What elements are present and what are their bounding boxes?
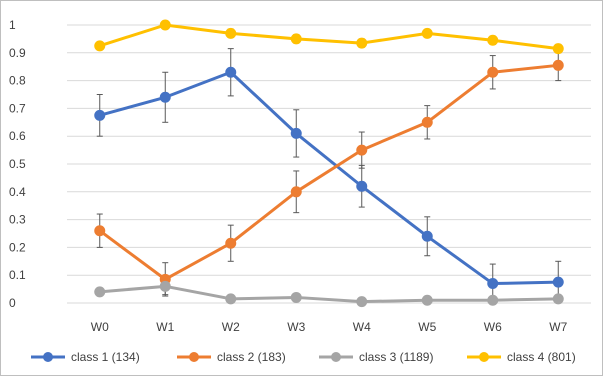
data-point: [552, 43, 564, 55]
data-point: [159, 91, 171, 103]
data-point: [290, 33, 302, 45]
error-bars: [96, 23, 562, 304]
y-tick-label: 0.8: [9, 74, 26, 88]
x-tick-label: W6: [484, 320, 502, 334]
data-point: [159, 280, 171, 292]
legend-label: class 4 (801): [507, 350, 576, 364]
data-point: [552, 59, 564, 71]
data-point: [487, 294, 499, 306]
legend-swatch-marker: [331, 352, 341, 362]
x-tick-label: W7: [549, 320, 567, 334]
data-point: [290, 127, 302, 139]
y-tick-label: 1: [9, 18, 16, 32]
data-point: [421, 230, 433, 242]
data-point: [487, 66, 499, 78]
x-tick-label: W3: [287, 320, 305, 334]
data-point: [356, 180, 368, 192]
y-tick-label: 0.1: [9, 268, 26, 282]
series-line: [98, 23, 560, 51]
legend-label: class 3 (1189): [359, 350, 433, 364]
y-tick-label: 0.5: [9, 157, 26, 171]
legend-item: class 1 (134): [31, 350, 140, 364]
data-point: [225, 27, 237, 39]
data-point: [552, 293, 564, 305]
x-tick-label: W2: [222, 320, 240, 334]
y-tick-label: 0.9: [9, 46, 26, 60]
data-point: [356, 296, 368, 308]
gridlines: [67, 24, 591, 304]
data-point: [487, 34, 499, 46]
x-tick-label: W5: [418, 320, 436, 334]
legend-label: class 1 (134): [71, 350, 140, 364]
legend-swatch-marker: [189, 352, 199, 362]
data-series: [94, 19, 564, 308]
data-point: [552, 276, 564, 288]
data-point: [94, 225, 106, 237]
data-point: [225, 293, 237, 305]
data-point: [94, 40, 106, 52]
series-line: [98, 63, 560, 281]
legend-swatch-marker: [43, 352, 53, 362]
data-point: [290, 291, 302, 303]
data-point: [225, 237, 237, 249]
y-tick-label: 0.6: [9, 129, 26, 143]
axes: 0 0.1 0.2 0.3 0.4 0.5 0.6 0.7 0.8 0.9 1 W0 W1 W2 W3 W4 W…: [9, 18, 568, 334]
data-point: [94, 109, 106, 121]
x-tick-label: W4: [353, 320, 371, 334]
y-tick-label: 0.3: [9, 213, 26, 227]
data-point: [290, 186, 302, 198]
data-point: [421, 116, 433, 128]
x-tick-label: W0: [91, 320, 109, 334]
data-point: [94, 286, 106, 298]
data-point: [356, 144, 368, 156]
series-line: [98, 70, 560, 286]
legend-item: class 4 (801): [467, 350, 576, 364]
y-tick-label: 0: [9, 296, 16, 310]
legend: class 1 (134) class 2 (183) class 3 (1189)…: [31, 350, 576, 364]
y-tick-label: 0.4: [9, 185, 26, 199]
x-tick-label: W1: [156, 320, 174, 334]
legend-label: class 2 (183): [217, 350, 286, 364]
data-point: [421, 294, 433, 306]
data-point: [421, 27, 433, 39]
series-line: [98, 284, 560, 304]
y-tick-label: 0.2: [9, 240, 26, 254]
legend-swatch-marker: [479, 352, 489, 362]
legend-item: class 2 (183): [177, 350, 286, 364]
data-point: [225, 66, 237, 78]
data-point: [159, 19, 171, 31]
data-point: [356, 37, 368, 49]
y-tick-label: 0.7: [9, 101, 26, 115]
legend-item: class 3 (1189): [319, 350, 433, 364]
data-point: [487, 278, 499, 290]
